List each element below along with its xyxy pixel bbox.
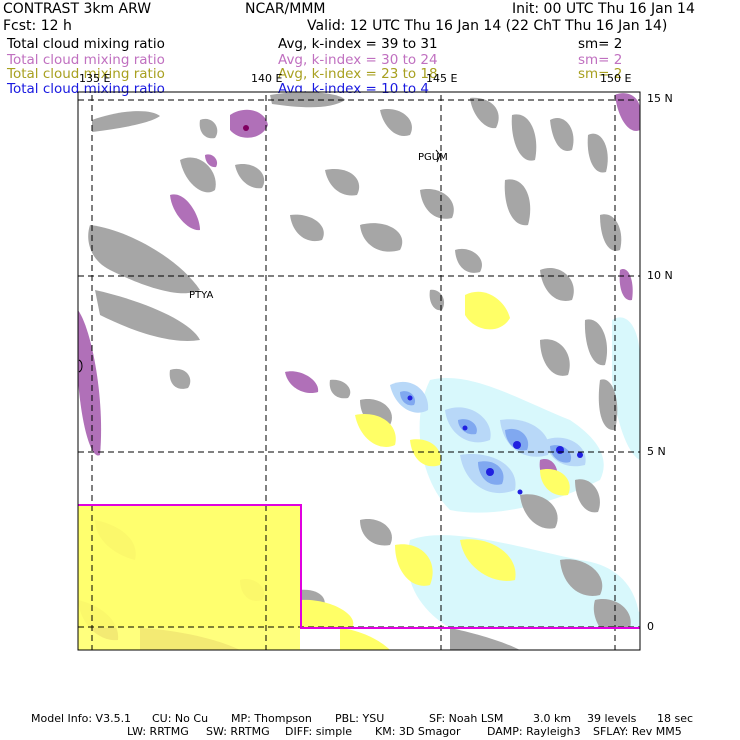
footer-pbl: PBL: YSU <box>335 712 385 725</box>
lon-label-135: 135 E <box>79 72 111 85</box>
lat-label-0: 0 <box>647 620 654 633</box>
field-3-name: Total cloud mixing ratio <box>7 66 165 82</box>
field-1-sm: sm= 2 <box>578 36 623 52</box>
place-label-ptya: PTYA <box>189 290 214 301</box>
field-2-avg: Avg, k-index = 30 to 24 <box>278 52 438 68</box>
field-4-name: Total cloud mixing ratio <box>7 81 165 97</box>
field-1-avg: Avg, k-index = 39 to 31 <box>278 36 438 52</box>
forecast-hour: Fcst: 12 h <box>3 18 72 34</box>
field-2-name: Total cloud mixing ratio <box>7 52 165 68</box>
place-label-pgum: PGUM <box>418 152 448 163</box>
field-2-sm: sm= 2 <box>578 52 623 68</box>
footer-sf: SF: Noah LSM <box>429 712 504 725</box>
lat-label-15n: 15 N <box>647 92 673 105</box>
footer-km: KM: 3D Smagor <box>375 725 461 738</box>
field-1-name: Total cloud mixing ratio <box>7 36 165 52</box>
footer-sw: SW: RRTMG <box>206 725 270 738</box>
field-3-sm: sm= 2 <box>578 66 623 82</box>
footer-cu: CU: No Cu <box>152 712 209 725</box>
dark-cloud-spot <box>243 125 249 131</box>
organization: NCAR/MMM <box>245 1 326 17</box>
footer-timestep: 18 sec <box>657 712 694 725</box>
lon-label-145: 145 E <box>426 72 458 85</box>
footer-lw: LW: RRTMG <box>127 725 189 738</box>
island-markers <box>78 149 441 373</box>
lon-label-140: 140 E <box>251 72 283 85</box>
footer-model-info: Model Info: V3.5.1 <box>31 712 132 725</box>
lon-label-150: 150 E <box>600 72 632 85</box>
model-title: CONTRAST 3km ARW <box>3 1 152 17</box>
footer-sflay: SFLAY: Rev MM5 <box>593 725 682 738</box>
footer-damp: DAMP: Rayleigh3 <box>487 725 581 738</box>
yellow-cloud-layer <box>78 291 570 650</box>
footer-resolution: 3.0 km <box>533 712 572 725</box>
footer-mp: MP: Thompson <box>231 712 312 725</box>
footer-diff: DIFF: simple <box>285 725 353 738</box>
map-frame <box>77 91 641 651</box>
blue-cloud-layer <box>390 381 586 495</box>
nested-domain-box <box>78 504 640 629</box>
valid-time: Valid: 12 UTC Thu 16 Jan 14 (22 ChT Thu … <box>307 18 668 34</box>
lat-label-10n: 10 N <box>647 269 673 282</box>
lat-label-5n: 5 N <box>647 445 666 458</box>
field-3-avg: Avg, k-index = 23 to 18 <box>278 66 438 82</box>
init-time: Init: 00 UTC Thu 16 Jan 14 <box>512 1 695 17</box>
footer-levels: 39 levels <box>587 712 637 725</box>
